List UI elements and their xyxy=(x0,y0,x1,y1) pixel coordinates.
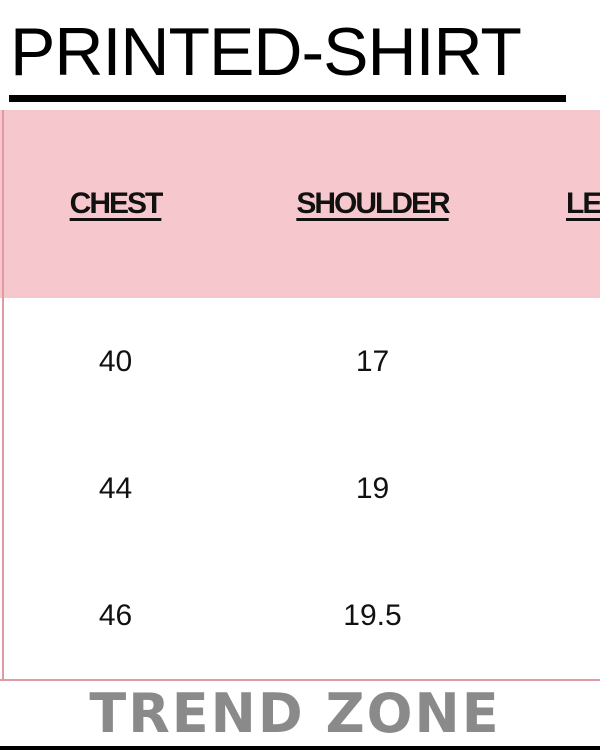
header-label: SHOULDER xyxy=(296,187,450,220)
header-length: LE xyxy=(518,110,600,300)
bottom-border xyxy=(0,746,600,750)
cell-chest: 46 xyxy=(4,552,229,681)
cell-shoulder: 17 xyxy=(227,298,520,427)
cell xyxy=(0,552,4,681)
header-chest: CHEST xyxy=(4,110,229,300)
cell-chest: 40 xyxy=(4,298,229,427)
header-row: CHEST SHOULDER LE xyxy=(0,110,600,300)
title-underline xyxy=(9,95,566,102)
cell-chest: 44 xyxy=(4,425,229,554)
cell-length xyxy=(518,552,600,681)
cell-shoulder: 19.5 xyxy=(227,552,520,681)
page-title: PRINTED-SHIRT xyxy=(10,14,522,90)
brand-name: TREND ZONE xyxy=(89,682,501,745)
table-row: 44 19 xyxy=(0,425,600,554)
header-shoulder: SHOULDER xyxy=(227,110,520,300)
cell-length xyxy=(518,298,600,427)
header-label: LE xyxy=(566,187,600,220)
cell-shoulder: 19 xyxy=(227,425,520,554)
table-row: 46 19.5 xyxy=(0,552,600,681)
cell-length xyxy=(518,425,600,554)
table-row: 40 17 xyxy=(0,298,600,427)
header-label: CHEST xyxy=(69,187,164,220)
